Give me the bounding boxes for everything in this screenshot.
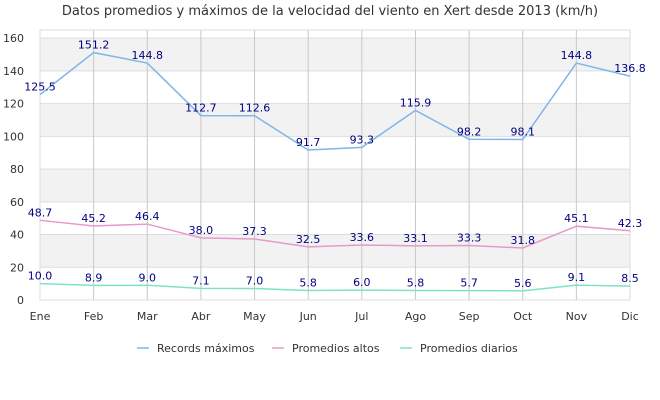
data-label: 5.8: [299, 277, 317, 290]
series-line-2: [39, 219, 631, 249]
data-label: 112.6: [239, 102, 271, 115]
data-label: 115.9: [400, 96, 432, 109]
data-label: 9.1: [568, 271, 586, 284]
x-tick-label: Ene: [30, 310, 51, 323]
grid-band: [40, 234, 630, 268]
data-label: 38.0: [189, 224, 214, 237]
x-tick-label: Sep: [459, 310, 480, 323]
data-label: 125.5: [24, 81, 56, 94]
data-label: 9.0: [139, 271, 157, 284]
data-label: 5.8: [407, 277, 425, 290]
data-label: 5.6: [514, 277, 532, 290]
data-label: 136.8: [614, 62, 646, 75]
data-label: 33.3: [457, 232, 482, 245]
x-tick-label: Nov: [566, 310, 588, 323]
chart-title: Datos promedios y máximos de la velocida…: [61, 4, 599, 19]
plot-area-border: [39, 29, 631, 301]
data-label: 98.1: [510, 125, 535, 138]
x-tick-label: May: [243, 310, 266, 323]
x-tick-label: Dic: [621, 310, 639, 323]
data-label: 10.0: [28, 270, 53, 283]
data-label: 93.3: [350, 133, 375, 146]
series-line-3: [39, 282, 631, 292]
data-label: 45.1: [564, 212, 589, 225]
data-label: 112.7: [185, 102, 217, 115]
data-label: 144.8: [561, 49, 593, 62]
data-label: 7.0: [246, 275, 264, 288]
x-tick-label: Jul: [354, 310, 368, 323]
x-tick-label: Mar: [137, 310, 158, 323]
data-label: 31.8: [510, 234, 535, 247]
data-label: 8.9: [85, 271, 103, 284]
y-tick-label: 0: [17, 294, 24, 307]
y-tick-label: 160: [3, 32, 24, 45]
data-label: 91.7: [296, 136, 321, 149]
x-tick-label: Abr: [191, 310, 211, 323]
x-tick-label: Oct: [513, 310, 533, 323]
data-label: 37.3: [242, 225, 267, 238]
data-label: 8.5: [621, 272, 639, 285]
data-label: 98.2: [457, 125, 482, 138]
data-label: 7.1: [192, 274, 210, 287]
data-label: 33.6: [350, 231, 375, 244]
grid-band: [40, 103, 630, 137]
y-tick-label: 20: [10, 261, 24, 274]
data-label: 144.8: [132, 49, 164, 62]
data-label: 42.3: [618, 217, 643, 230]
data-label: 151.2: [78, 39, 110, 52]
y-tick-label: 80: [10, 163, 24, 176]
y-tick-label: 140: [3, 65, 24, 78]
legend-item-3[interactable]: Promedios diarios: [420, 342, 518, 355]
y-tick-label: 60: [10, 196, 24, 209]
y-tick-label: 100: [3, 130, 24, 143]
data-label: 32.5: [296, 233, 321, 246]
y-tick-label: 120: [3, 98, 24, 111]
data-label: 5.7: [460, 277, 478, 290]
grid-band: [40, 169, 630, 202]
series-line-1: [39, 51, 631, 151]
x-tick-label: Jun: [299, 310, 317, 323]
data-label: 48.7: [28, 206, 53, 219]
legend-item-2[interactable]: Promedios altos: [292, 342, 380, 355]
data-label: 45.2: [81, 212, 106, 225]
legend-item-1[interactable]: Records máximos: [157, 342, 255, 355]
x-tick-label: Ago: [405, 310, 427, 323]
grid-band: [40, 30, 630, 39]
data-label: 6.0: [353, 276, 371, 289]
y-tick-label: 40: [10, 229, 24, 242]
data-label: 46.4: [135, 210, 160, 223]
data-label: 33.1: [403, 232, 428, 245]
x-tick-label: Feb: [84, 310, 103, 323]
grid-band: [40, 38, 630, 71]
